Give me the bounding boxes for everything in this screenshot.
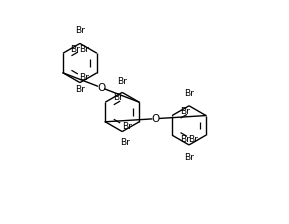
Text: Br: Br	[79, 73, 89, 82]
Text: Br: Br	[120, 138, 130, 147]
Text: Br: Br	[79, 45, 89, 54]
Text: Br: Br	[184, 153, 194, 162]
Text: Br: Br	[180, 107, 190, 116]
Text: Br: Br	[71, 45, 80, 54]
Text: O: O	[151, 114, 160, 124]
Text: Br: Br	[117, 77, 127, 86]
Text: O: O	[97, 82, 105, 93]
Text: Br: Br	[75, 26, 85, 35]
Text: Br: Br	[188, 135, 198, 144]
Text: Br: Br	[75, 85, 85, 94]
Text: Br: Br	[113, 93, 123, 102]
Text: Br: Br	[180, 135, 190, 144]
Text: Br: Br	[122, 122, 131, 131]
Text: Br: Br	[184, 89, 194, 98]
